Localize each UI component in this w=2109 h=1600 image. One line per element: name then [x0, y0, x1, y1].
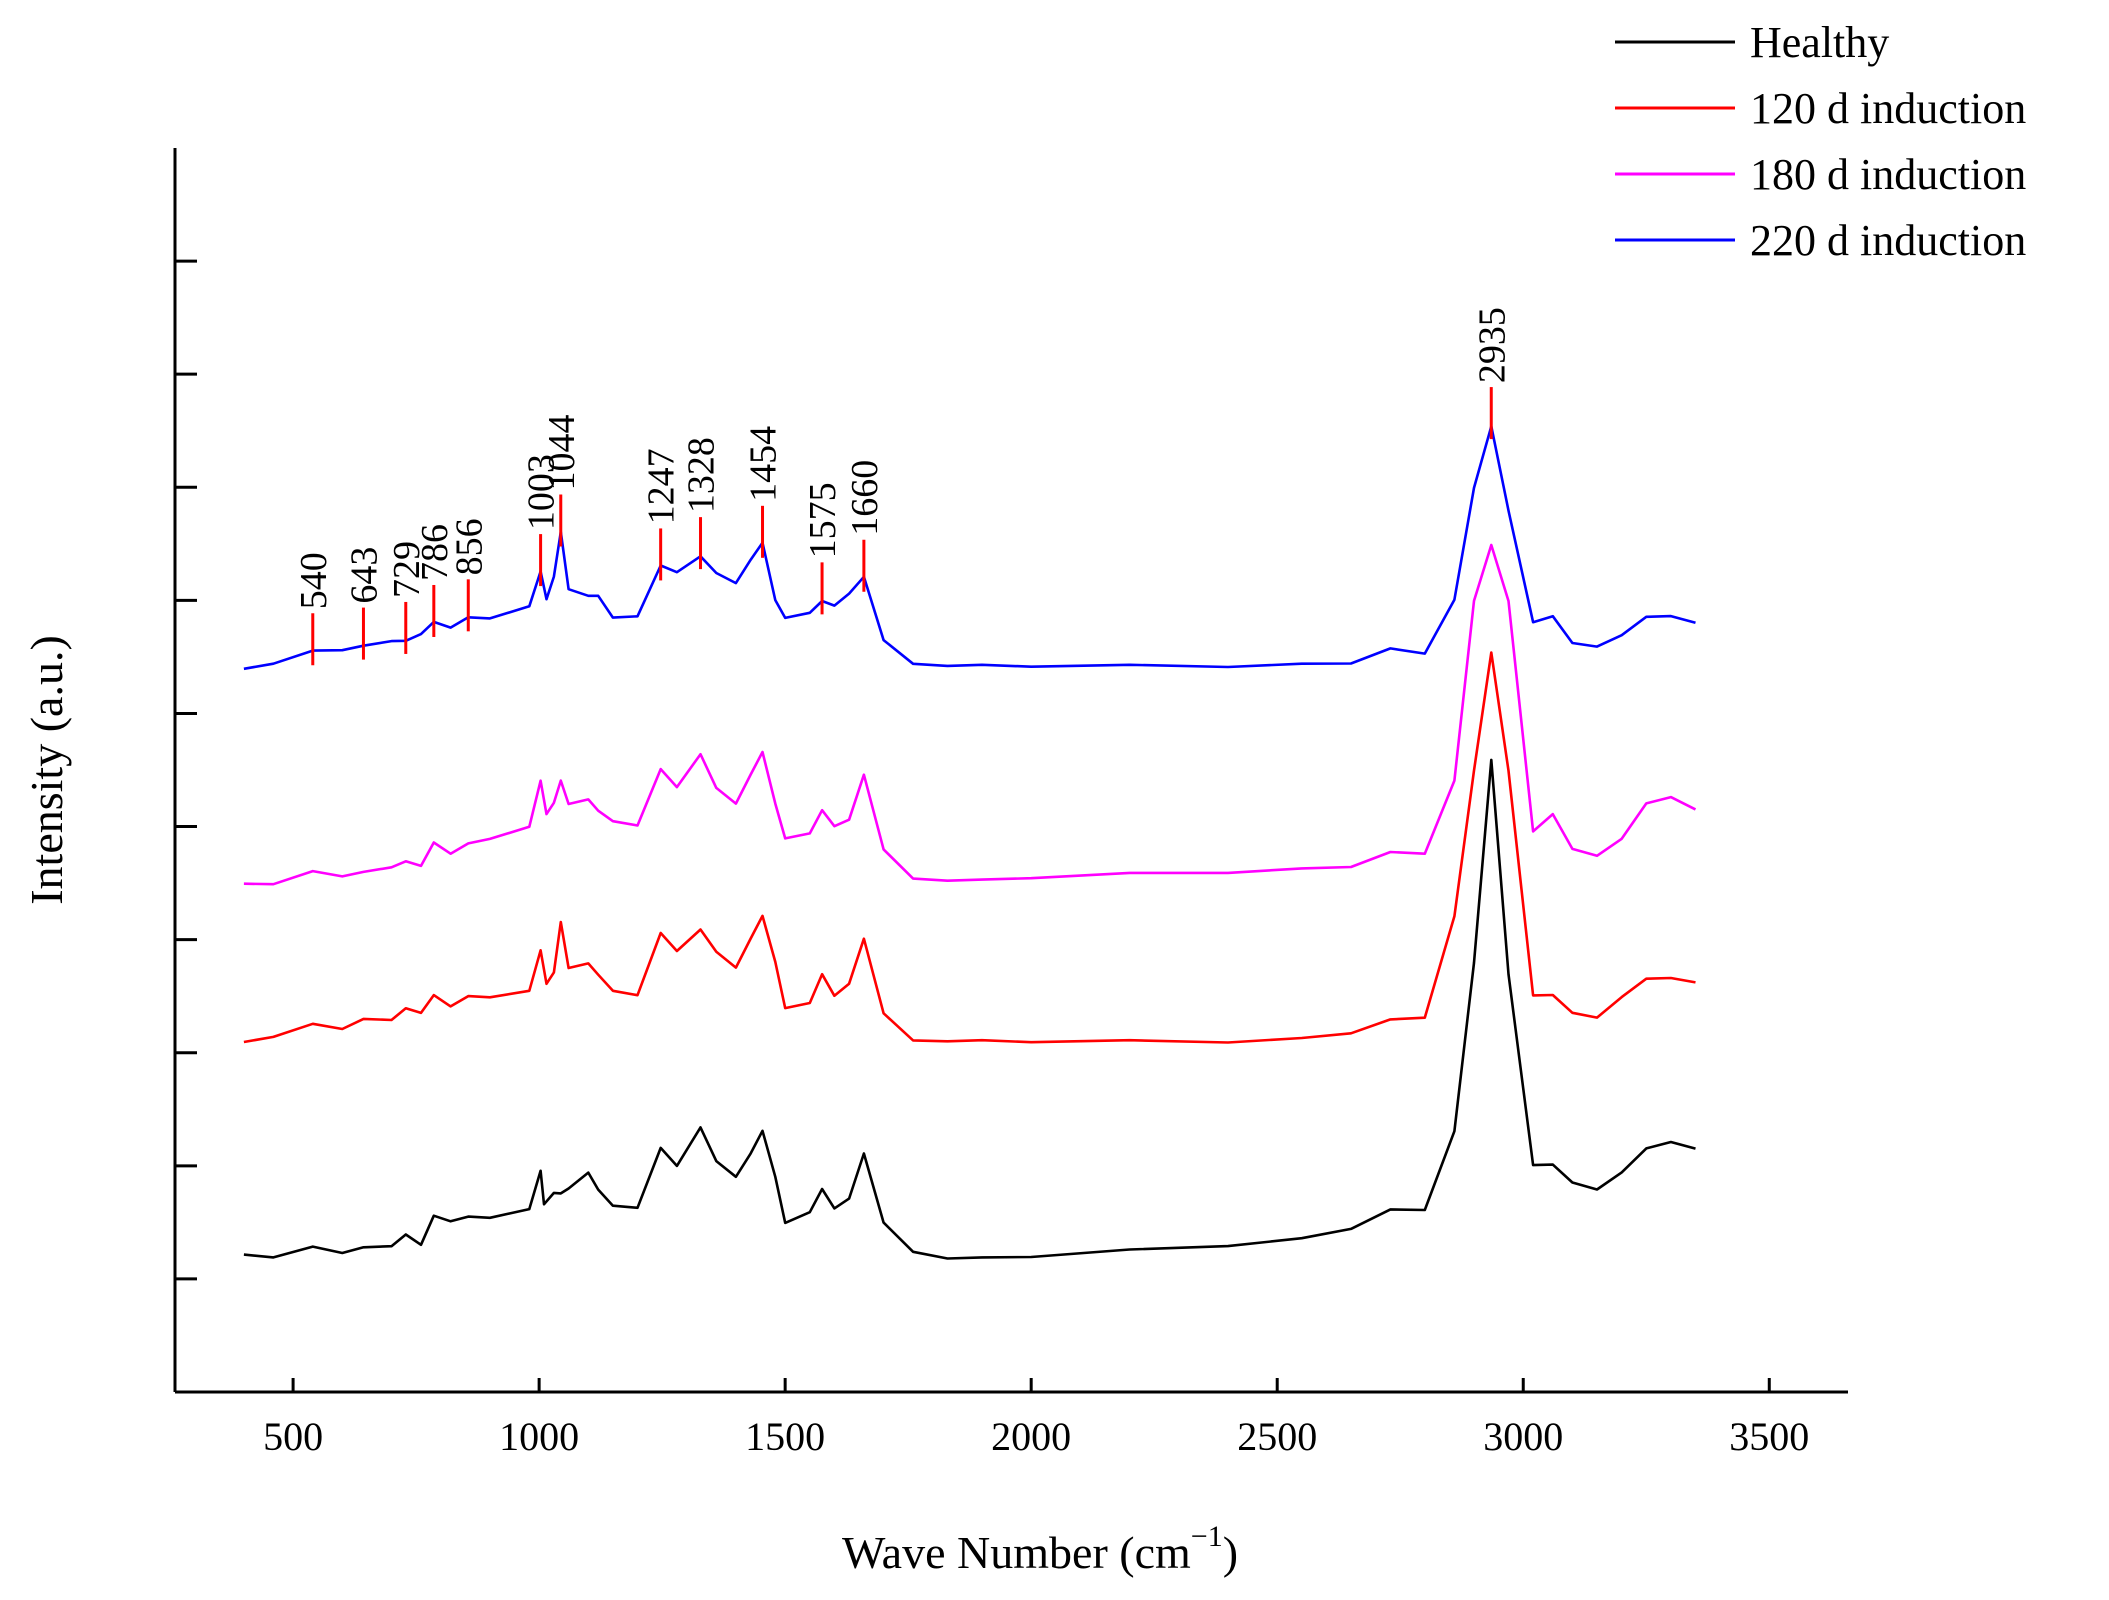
x-axis-title-superscript: −1	[1191, 1520, 1223, 1553]
peak-label: 1044	[541, 415, 583, 491]
legend: Healthy 120 d induction 180 d induction 220…	[1615, 18, 2026, 265]
peak-label: 1575	[802, 482, 844, 558]
series-line-120-d-induction	[243, 651, 1696, 1044]
legend-label: 120 d induction	[1750, 84, 2026, 133]
y-axis-title: Intensity (a.u.)	[21, 635, 72, 905]
series-line-180-d-induction	[243, 543, 1697, 886]
x-tick-label: 1500	[745, 1414, 825, 1459]
series-line-healthy	[243, 758, 1696, 1260]
peak-label: 786	[414, 524, 456, 581]
peak-label: 1003	[521, 454, 563, 530]
x-axis-title-main: Wave Number (cm	[842, 1527, 1191, 1578]
legend-label: Healthy	[1750, 18, 1889, 67]
series-group	[243, 425, 1697, 1260]
legend-label: 220 d induction	[1750, 216, 2026, 265]
x-tick-label: 1000	[499, 1414, 579, 1459]
x-axis-title-close: )	[1223, 1527, 1238, 1578]
peak-label: 540	[293, 552, 335, 609]
x-tick-label: 500	[263, 1414, 323, 1459]
peak-label: 1454	[743, 426, 785, 502]
peak-label: 1247	[641, 448, 683, 524]
legend-label: 180 d induction	[1750, 150, 2026, 199]
x-axis-title: Wave Number (cm−1)	[842, 1520, 1238, 1578]
x-tick-label: 3000	[1483, 1414, 1563, 1459]
axes: 500 1000 1500 2000 2500 3000 3500	[173, 148, 1848, 1459]
x-tick-label: 2500	[1237, 1414, 1317, 1459]
x-tick-label: 2000	[991, 1414, 1071, 1459]
peak-label: 1660	[844, 460, 886, 536]
series-line-220-d-induction	[243, 425, 1696, 671]
peak-label: 1328	[681, 437, 723, 513]
peak-label: 2935	[1471, 307, 1513, 383]
peak-label: 729	[386, 541, 428, 598]
x-tick-label: 3500	[1729, 1414, 1809, 1459]
peak-label: 856	[448, 518, 490, 575]
peak-label: 643	[343, 547, 385, 604]
